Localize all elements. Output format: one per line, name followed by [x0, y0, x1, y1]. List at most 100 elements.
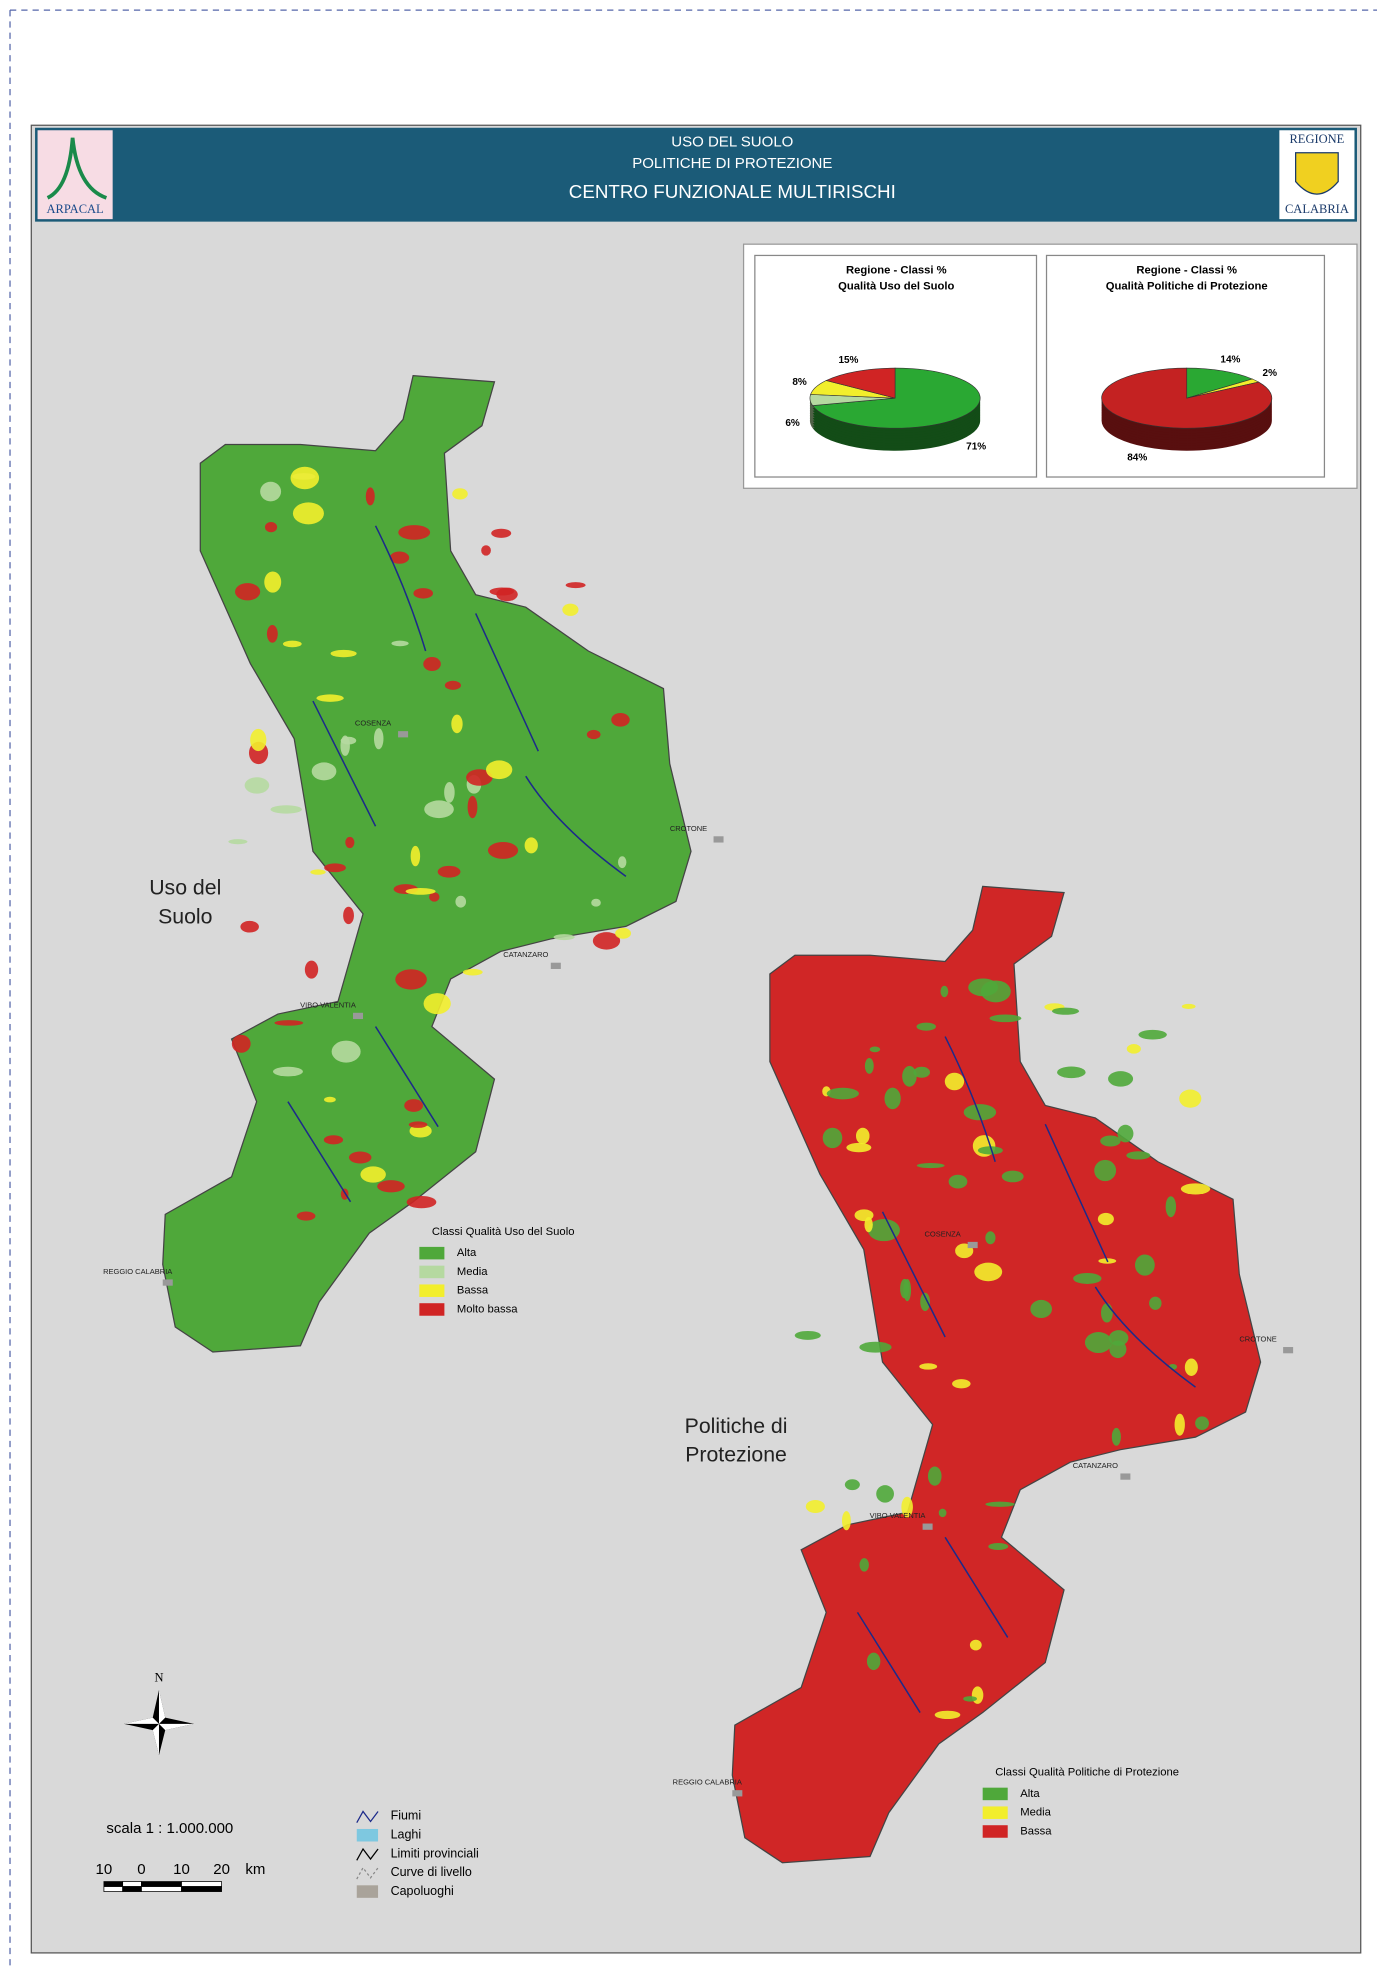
land-patch	[974, 1262, 1003, 1282]
land-patch	[408, 1121, 428, 1128]
data-label: 2%	[1263, 368, 1278, 379]
region-map: COSENZA CROTONE CATANZARO VIBO VALENTIA REGG…	[103, 374, 724, 1353]
land-patch	[389, 551, 410, 564]
city-marker	[713, 836, 724, 843]
land-patch	[985, 1231, 996, 1245]
land-patch	[963, 1696, 977, 1702]
scale-segment	[122, 1881, 142, 1887]
land-patch	[290, 466, 320, 490]
land-patch	[391, 640, 409, 647]
land-patch	[264, 521, 278, 533]
city-marker	[162, 1279, 173, 1286]
land-patch	[343, 906, 354, 925]
land-patch	[1195, 1416, 1209, 1431]
land-patch	[902, 1065, 917, 1087]
land-patch	[842, 1511, 851, 1531]
land-patch	[900, 1278, 910, 1299]
scale-label: scala 1 : 1.000.000	[106, 1820, 233, 1837]
legend-swatch	[982, 1825, 1008, 1838]
land-patch	[565, 582, 586, 589]
land-patch	[296, 1211, 316, 1221]
land-patch	[331, 1040, 361, 1063]
symbol-label: Fiumi	[391, 1809, 422, 1823]
land-patch	[969, 1639, 982, 1651]
north-arrow	[123, 1690, 195, 1756]
symbol	[356, 1866, 379, 1880]
symbol-label: Laghi	[391, 1828, 422, 1842]
land-patch	[292, 502, 324, 525]
map-title: Suolo	[158, 904, 212, 928]
land-patch	[444, 680, 461, 690]
region-area	[162, 374, 692, 1353]
land-patch	[360, 1166, 386, 1183]
symbol	[356, 1885, 379, 1898]
land-patch	[859, 1341, 892, 1353]
land-patch	[592, 932, 621, 950]
data-label: 15%	[838, 355, 858, 366]
land-patch	[324, 1096, 336, 1103]
land-patch	[1181, 1003, 1196, 1010]
land-patch	[968, 978, 999, 997]
scale-segment	[181, 1886, 222, 1892]
land-patch	[844, 1479, 860, 1491]
scale-tick-label: 0	[137, 1861, 145, 1878]
land-patch	[524, 837, 538, 854]
data-label: 8%	[792, 377, 807, 388]
land-patch	[467, 795, 478, 819]
land-patch	[855, 1127, 870, 1145]
river	[312, 700, 377, 827]
land-patch	[235, 583, 261, 601]
chart-title: Qualità Uso del Suolo	[838, 281, 954, 293]
land-patch	[1174, 1413, 1185, 1436]
land-patch	[1126, 1151, 1151, 1160]
city-label: CATANZARO	[1073, 1461, 1118, 1470]
river	[287, 1101, 352, 1203]
city-marker	[732, 1790, 743, 1797]
land-patch	[1179, 1089, 1202, 1108]
map-title: Politiche di	[685, 1414, 788, 1438]
land-patch	[424, 800, 454, 819]
city-label: REGGIO CALABRIA	[103, 1267, 172, 1276]
land-patch	[270, 805, 302, 814]
city-label: CATANZARO	[503, 950, 548, 959]
land-patch	[451, 714, 463, 734]
land-patch	[927, 1466, 942, 1486]
land-patch	[1073, 1273, 1102, 1284]
land-patch	[311, 762, 337, 781]
city-marker	[922, 1523, 933, 1530]
land-patch	[231, 1034, 251, 1053]
land-patch	[489, 587, 514, 596]
land-patch	[822, 1127, 843, 1149]
land-patch	[410, 845, 421, 867]
land-patch	[304, 960, 319, 979]
land-patch	[916, 1022, 936, 1031]
scale-segment	[181, 1881, 222, 1887]
river	[881, 1211, 946, 1338]
land-patch	[1097, 1212, 1114, 1226]
land-patch	[1057, 1066, 1086, 1079]
land-patch	[1126, 1044, 1141, 1054]
scale-segment	[122, 1886, 142, 1892]
legend-swatch	[419, 1246, 445, 1260]
land-patch	[1001, 1170, 1024, 1183]
land-patch	[805, 1499, 825, 1514]
logo-mark	[46, 137, 108, 200]
river	[856, 1612, 921, 1713]
logo-text: CALABRIA	[1285, 202, 1349, 216]
land-patch	[404, 1099, 424, 1112]
land-patch	[971, 1686, 984, 1704]
legend-swatch	[419, 1284, 445, 1297]
symbol	[356, 1810, 379, 1824]
symbol	[356, 1828, 379, 1842]
data-label: 84%	[1127, 453, 1147, 464]
coat-of-arms	[1295, 152, 1339, 195]
pie-slice	[812, 367, 981, 429]
land-patch	[884, 1087, 901, 1110]
land-patch	[901, 1496, 913, 1518]
city-label: COSENZA	[924, 1229, 960, 1238]
land-patch	[244, 777, 270, 794]
land-patch	[859, 1558, 869, 1572]
city-marker	[1120, 1473, 1131, 1480]
land-patch	[365, 487, 375, 506]
land-patch	[985, 1501, 1015, 1507]
